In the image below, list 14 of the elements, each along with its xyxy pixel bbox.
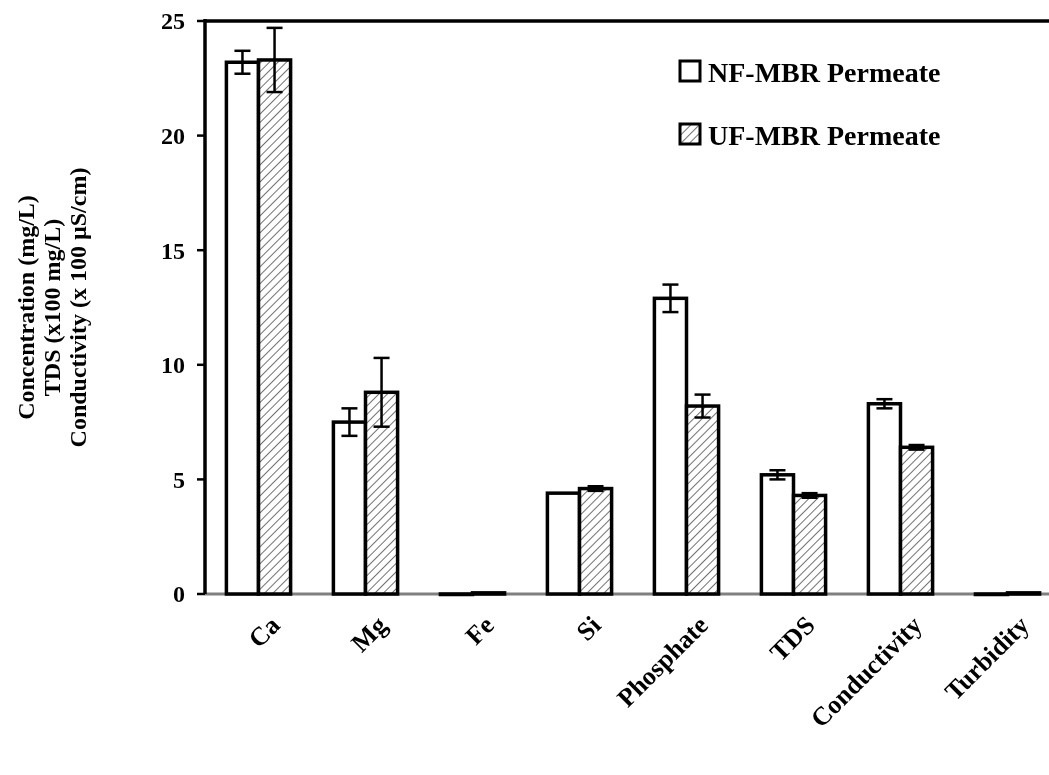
x-tick-label: Mg <box>345 610 393 658</box>
y-tick-label: 20 <box>161 123 185 149</box>
y-tick-label: 25 <box>161 8 185 35</box>
x-tick-label: TDS <box>764 610 821 667</box>
y-tick-label: 15 <box>161 237 185 264</box>
legend-label: UF-MBR Permeate <box>708 119 941 151</box>
y-tick-label: 0 <box>173 581 185 608</box>
x-tick-label: Si <box>570 610 607 647</box>
legend-label: NF-MBR Permeate <box>708 56 941 88</box>
x-tick-label: Ca <box>242 610 286 654</box>
y-axis-title: Concentration (mg/L) TDS (x100 mg/L) Conductivity (x 100 µS/cm) <box>12 167 92 448</box>
x-tick-label: Fe <box>459 610 500 651</box>
y-tick-label: 5 <box>173 466 185 493</box>
y-tick-label: 10 <box>161 352 185 379</box>
